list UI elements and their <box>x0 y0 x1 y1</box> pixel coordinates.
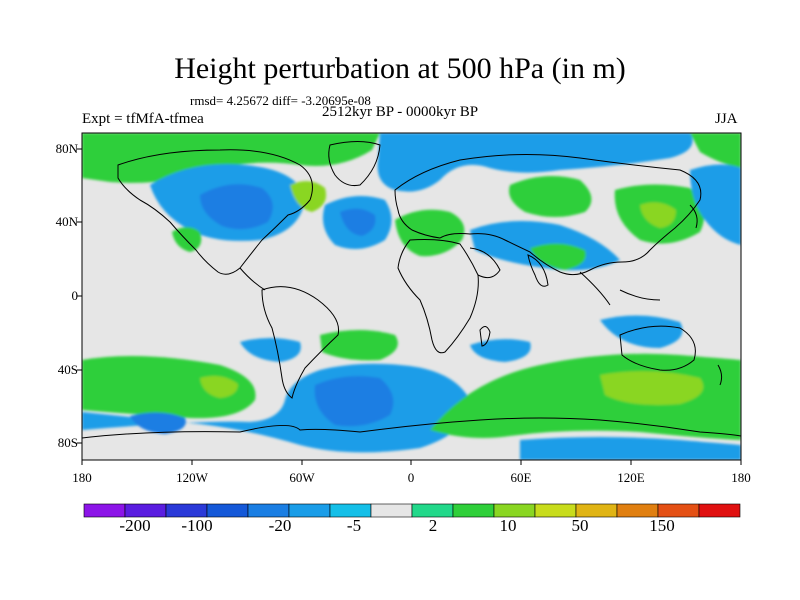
anomaly-neg-arctic-east <box>377 133 693 192</box>
lon-tick-180e: 180 <box>731 470 751 485</box>
anomaly-neg-north-atlantic-core <box>340 208 376 236</box>
anomaly-pos-south-america-east <box>320 330 398 361</box>
coast-europe-asia <box>394 153 702 276</box>
anomaly-pos-indian-ocean-core <box>600 371 704 405</box>
coast-antarctica <box>82 417 741 439</box>
anomaly-pos-europe <box>395 209 465 257</box>
lon-tick-120e: 120E <box>617 470 645 485</box>
colorbar-label: -100 <box>181 516 213 535</box>
coast-new-zealand <box>717 364 723 386</box>
colorbar <box>83 503 741 518</box>
anomaly-neg-south-atlantic-north <box>240 338 301 362</box>
lat-tick-80s: 80S <box>57 435 78 450</box>
colorbar-label: 2 <box>428 516 438 535</box>
lat-tick-40s: 40S <box>57 362 78 377</box>
colorbar-label: -20 <box>268 516 292 535</box>
colorbar-swatch <box>206 503 249 518</box>
colorbar-swatch <box>288 503 331 518</box>
coast-australia <box>619 325 696 371</box>
anomaly-neg-north-america-core <box>200 184 273 230</box>
coast-central-america <box>239 267 266 291</box>
coast-greenland <box>328 141 381 186</box>
coast-southeast-asia <box>579 271 661 306</box>
coast-india <box>527 254 549 287</box>
lat-tick-40n: 40N <box>55 214 78 229</box>
axis-ticks <box>77 148 742 465</box>
coast-south-america <box>261 286 340 399</box>
colorbar-swatch <box>698 503 741 518</box>
colorbar-label: -5 <box>346 516 362 535</box>
lat-tick-0: 0 <box>71 288 79 303</box>
colorbar-swatch <box>452 503 495 518</box>
lon-tick-180w: 180 <box>72 470 92 485</box>
lon-tick-60w: 60W <box>289 470 315 485</box>
anomaly-pos-south-pacific-core <box>200 376 238 398</box>
anomaly-neg-north-pacific <box>690 164 741 245</box>
coast-arabia <box>469 247 501 279</box>
anomaly-neg-australia <box>600 315 683 348</box>
lon-tick-0: 0 <box>407 470 415 485</box>
lon-tick-60e: 60E <box>510 470 532 485</box>
coast-africa <box>397 239 479 354</box>
anomaly-pos-labrador <box>290 181 327 212</box>
coast-madagascar <box>479 326 491 347</box>
lat-tick-80n: 80N <box>55 141 78 156</box>
coast-japan <box>689 204 698 229</box>
period-label: 2512kyr BP - 0000kyr BP <box>322 104 479 120</box>
map-title: Height perturbation at 500 hPa (in m) <box>174 52 626 85</box>
colorbar-label: 150 <box>649 516 675 535</box>
anomaly-pos-south-pacific-west <box>82 356 256 419</box>
anomaly-pos-arctic-west <box>82 133 380 183</box>
colorbar-swatch <box>370 503 413 518</box>
stats-line: rmsd= 4.25672 diff= -3.20695e-08 <box>190 93 371 108</box>
anomaly-pos-india <box>530 243 586 270</box>
coastlines <box>82 141 741 439</box>
anomaly-field <box>82 133 741 460</box>
colorbar-label: 50 <box>571 516 589 535</box>
season-label: JJA <box>715 111 738 127</box>
experiment-label: Expt = tfMfA-tfmea <box>82 111 204 127</box>
anomaly-neg-south-atlantic-core <box>314 376 394 427</box>
anomaly-neg-antarctic-east <box>520 437 741 460</box>
anomaly-pos-siberia <box>509 176 592 217</box>
anomaly-pos-arctic-far-east <box>690 133 741 168</box>
anomaly-pos-east-asia-core <box>640 202 676 228</box>
colorbar-label: -200 <box>119 516 151 535</box>
coast-north-america <box>117 149 313 275</box>
colorbar-swatch <box>534 503 577 518</box>
colorbar-label: 10 <box>499 516 517 535</box>
lon-tick-120w: 120W <box>176 470 208 485</box>
anomaly-neg-amundsen <box>130 412 186 434</box>
